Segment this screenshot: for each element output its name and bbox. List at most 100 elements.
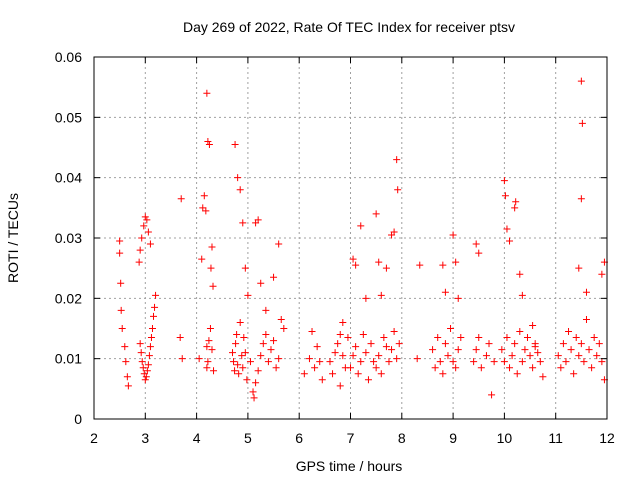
data-point (267, 346, 275, 354)
data-point (534, 349, 542, 357)
data-point (436, 358, 444, 366)
data-point (364, 376, 372, 384)
data-point (176, 334, 184, 342)
data-point (359, 331, 367, 339)
data-point (375, 258, 383, 266)
data-point (233, 331, 241, 339)
data-point (208, 346, 216, 354)
data-point (352, 343, 360, 351)
data-point (501, 192, 509, 200)
data-point (244, 291, 252, 299)
data-point (270, 337, 278, 345)
data-point (377, 370, 385, 378)
data-point (475, 334, 483, 342)
data-point (210, 367, 218, 375)
data-point (513, 370, 521, 378)
data-points (116, 77, 608, 402)
data-point (243, 376, 251, 384)
data-point (475, 249, 483, 257)
data-point (506, 364, 514, 372)
data-point (454, 294, 462, 302)
data-point (577, 77, 585, 85)
data-point (177, 195, 185, 203)
data-point (336, 382, 344, 390)
data-point (272, 364, 280, 372)
data-point (344, 334, 352, 342)
data-point (240, 334, 248, 342)
data-point (575, 352, 583, 360)
x-tick-label: 10 (497, 430, 513, 446)
data-point (246, 358, 254, 366)
data-point (137, 349, 145, 357)
data-point (500, 177, 508, 185)
data-point (150, 312, 158, 320)
data-point (199, 204, 207, 212)
data-point (336, 331, 344, 339)
data-point (590, 334, 598, 342)
data-point (241, 264, 249, 272)
data-point (449, 358, 457, 366)
data-point (390, 228, 398, 236)
data-point (585, 346, 593, 354)
data-point (202, 207, 210, 215)
data-point (472, 240, 480, 248)
data-point (377, 291, 385, 299)
data-point (490, 358, 498, 366)
x-tick-label: 6 (295, 430, 303, 446)
data-point (136, 246, 144, 254)
data-point (388, 346, 396, 354)
data-point (354, 370, 362, 378)
data-point (147, 334, 155, 342)
data-point (148, 325, 156, 332)
data-point (511, 204, 519, 212)
data-point (588, 364, 596, 372)
data-point (231, 367, 239, 375)
data-point (144, 361, 152, 369)
data-point (204, 137, 212, 145)
data-point (449, 231, 457, 239)
data-point (116, 249, 124, 257)
data-point (390, 328, 398, 336)
data-point (257, 279, 265, 287)
data-point (138, 358, 146, 366)
data-point (518, 358, 526, 366)
data-point (195, 355, 203, 363)
data-point (203, 89, 211, 97)
data-point (316, 358, 324, 366)
data-point (531, 343, 539, 351)
data-point (205, 337, 213, 345)
data-point (204, 358, 212, 366)
data-point (124, 382, 132, 390)
data-point (146, 240, 154, 248)
y-tick-label: 0 (74, 411, 82, 427)
data-point (326, 358, 334, 366)
data-point (239, 219, 247, 227)
data-point (559, 340, 567, 348)
data-point (470, 358, 478, 366)
data-point (313, 343, 321, 351)
data-point (434, 334, 442, 342)
data-point (382, 264, 390, 272)
data-point (370, 358, 378, 366)
data-point (145, 352, 153, 360)
data-point (275, 240, 283, 248)
data-point (441, 340, 449, 348)
data-point (200, 192, 208, 200)
data-point (367, 340, 375, 348)
data-point (249, 388, 257, 396)
data-point (562, 358, 570, 366)
axis-ticks (93, 56, 608, 420)
data-point (239, 364, 247, 372)
data-point (444, 352, 452, 360)
data-point (598, 270, 606, 278)
data-point (372, 210, 380, 218)
data-point (441, 288, 449, 296)
data-point (141, 213, 149, 221)
y-tick-label: 0.01 (55, 351, 82, 367)
data-point (393, 355, 401, 363)
data-point (141, 376, 149, 384)
data-point (305, 355, 313, 363)
x-axis-label: GPS time / hours (296, 458, 403, 474)
data-point (208, 243, 216, 251)
